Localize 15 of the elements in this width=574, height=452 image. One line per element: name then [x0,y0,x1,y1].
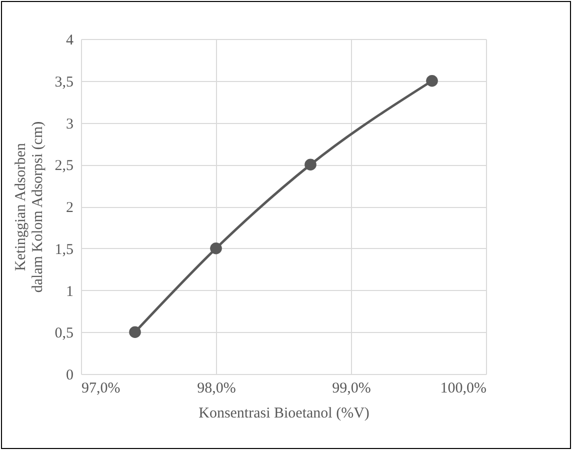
y-tick-label: 0,5 [54,326,74,342]
y-tick-label: 3 [66,116,74,132]
y-axis-title: Ketinggian Adsorben dalam Kolom Adsorpsi (cm) [12,121,46,293]
x-tick-label: 99,0% [332,380,371,396]
y-tick-label: 2,5 [54,158,74,174]
y-tick-label: 0 [66,368,74,384]
y-tick-label: 1,5 [54,242,74,258]
x-tick-label: 100,0% [440,380,486,396]
y-tick-label: 3,5 [54,74,74,90]
x-tick-label: 98,0% [197,380,236,396]
y-tick-label: 4 [66,32,74,48]
y-tick-label: 2 [66,200,74,216]
x-tick-label: 97,0% [82,380,120,396]
x-axis-title: Konsentrasi Bioetanol (%V) [198,406,370,422]
y-tick-label: 1 [66,284,74,300]
